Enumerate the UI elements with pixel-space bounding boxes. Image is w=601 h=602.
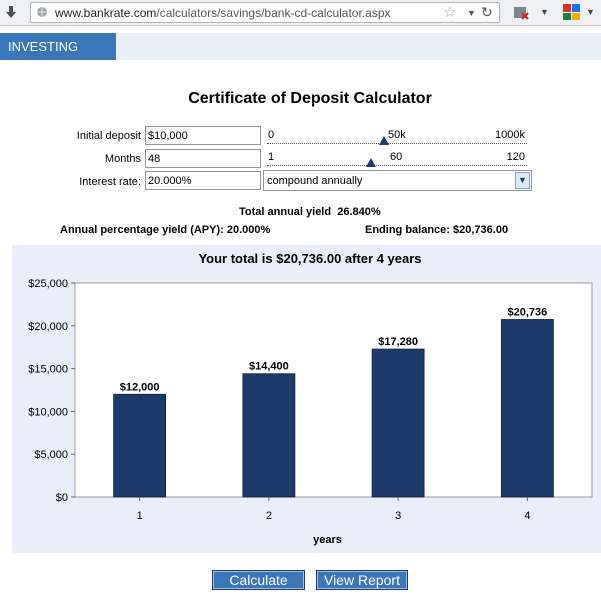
slider-tick-max: 1000k — [495, 129, 525, 141]
y-tick-label: $15,000 — [28, 364, 68, 376]
chart-panel: Your total is $20,736.00 after 4 years $… — [12, 245, 601, 553]
initial-deposit-input[interactable]: $10,000 — [145, 126, 261, 145]
slider-tick-mid: 50k — [388, 129, 406, 141]
bar — [500, 319, 554, 498]
initial-deposit-label: Initial deposit — [76, 130, 141, 142]
url-dropdown-icon[interactable]: ▼ — [467, 8, 476, 18]
slider-thumb[interactable] — [379, 136, 389, 145]
investing-tab[interactable]: INVESTING — [0, 33, 116, 60]
y-tick-label: $25,000 — [28, 278, 68, 290]
slider-tick-max: 120 — [506, 151, 525, 163]
x-axis-label: years — [313, 534, 342, 546]
months-slider[interactable]: 1 60 120 — [267, 148, 527, 170]
y-tick-label: $20,000 — [28, 321, 68, 333]
url-text: www.bankrate.com/calculators/savings/ban… — [55, 6, 391, 20]
y-tick-label: $0 — [56, 492, 68, 504]
apy-text: Annual percentage yield (APY): 20.000% — [60, 224, 271, 236]
ending-balance-text: Ending balance: $20,736.00 — [365, 224, 509, 236]
google-dropdown-icon[interactable]: ▼ — [586, 7, 595, 17]
bar — [371, 348, 425, 498]
bookmark-star-icon[interactable]: ☆ — [443, 4, 457, 21]
addon-icon[interactable] — [512, 3, 530, 21]
address-bar[interactable]: www.bankrate.com/calculators/savings/ban… — [30, 2, 500, 23]
slider-track[interactable] — [267, 165, 527, 166]
google-toolbar-icon[interactable] — [562, 3, 582, 21]
calculate-button[interactable]: Calculate — [212, 570, 305, 590]
months-input[interactable]: 48 — [145, 149, 261, 168]
section-nav: INVESTING — [0, 33, 601, 60]
slider-tick-min: 0 — [268, 129, 275, 141]
slider-tick-min: 1 — [268, 151, 275, 163]
x-tick-label: 4 — [524, 510, 530, 522]
bar-data-label: $12,000 — [120, 381, 160, 393]
view-report-button[interactable]: View Report — [316, 570, 408, 590]
x-tick-label: 1 — [137, 510, 143, 522]
slider-tick-mid: 60 — [390, 151, 403, 163]
months-label: Months — [104, 153, 141, 165]
interest-rate-input[interactable]: 20.000% — [145, 171, 261, 190]
slider-thumb[interactable] — [366, 158, 376, 167]
chevron-down-icon[interactable]: ▼ — [515, 172, 530, 189]
bar-chart: $0 $5,000 $10,000 $15,000 $20,000 $25,000 $12,… — [28, 278, 593, 546]
x-tick-label: 2 — [266, 510, 272, 522]
globe-icon — [37, 7, 47, 17]
page-title: Certificate of Deposit Calculator — [188, 90, 432, 107]
reload-icon[interactable]: ↻ — [481, 4, 493, 20]
slider-track[interactable] — [267, 143, 527, 144]
compounding-select[interactable]: compound annually ▼ — [263, 170, 532, 191]
browser-toolbar: www.bankrate.com/calculators/savings/ban… — [0, 0, 601, 26]
bar-data-label: $17,280 — [378, 336, 418, 348]
download-arrow-icon[interactable] — [3, 4, 19, 20]
initial-deposit-slider[interactable]: 0 50k 1000k — [267, 126, 527, 148]
chart-title: Your total is $20,736.00 after 4 years — [198, 251, 422, 266]
y-tick-label: $5,000 — [34, 449, 68, 461]
bar-data-label: $20,736 — [507, 306, 547, 318]
total-annual-yield: Total annual yield 26.840% — [239, 206, 381, 218]
addon-dropdown-icon[interactable]: ▼ — [540, 7, 549, 17]
interest-rate-label: Interest rate: — [79, 176, 141, 188]
compounding-selected-value: compound annually — [267, 175, 363, 187]
x-tick-label: 3 — [395, 510, 401, 522]
bar — [242, 373, 296, 498]
y-tick-label: $10,000 — [28, 406, 68, 418]
bar — [113, 393, 167, 498]
bar-data-label: $14,400 — [249, 361, 289, 373]
